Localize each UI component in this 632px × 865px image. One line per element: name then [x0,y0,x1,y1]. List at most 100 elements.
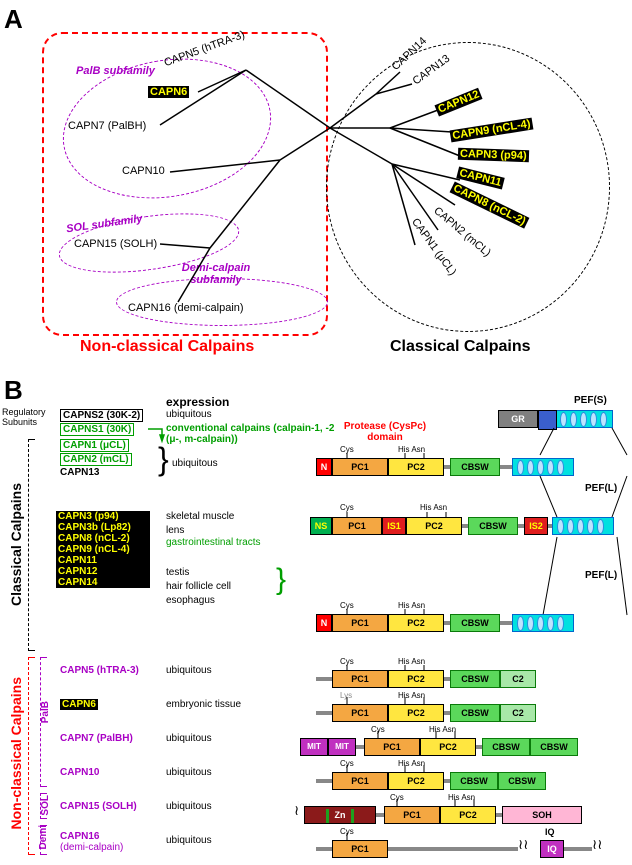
cbsw3t: CBSW [461,618,489,628]
nonclassical-title: Non-classical Calpains [80,338,254,356]
capn15: CAPN15 (SOLH) [60,801,137,812]
is1-t: IS1 [387,521,401,531]
capn3: CAPN3 (p94) [58,511,152,522]
pc115t: PC1 [403,810,421,820]
hisasn2: His Asn [420,503,447,512]
gi-t: gastrointestinal tracts [166,537,261,548]
pc2-1: PC2 [388,458,444,476]
capn16-expr: ubiquitous [166,835,212,846]
capn1-txt: CAPN1 (μCL) [63,440,126,451]
pc110t: PC1 [351,776,369,786]
cys2: Cys [340,503,354,512]
lys6: Lys [340,691,352,700]
capn7-node: CAPN7 (PalBH) [68,120,146,132]
soh-t: SOH [532,810,552,820]
capn16-node: CAPN16 (demi-calpain) [128,302,244,314]
n1: N [316,458,332,476]
pc11t: PC1 [351,462,369,472]
pc215t: PC2 [459,810,477,820]
n3: N [316,614,332,632]
hisasn6: His Asn [398,691,425,700]
pc2-3: PC2 [388,614,444,632]
c25t: C2 [512,674,524,684]
cbsw-10a: CBSW [450,772,498,790]
capn8-expr: gastrointestinal tracts [166,537,261,548]
capn12-expr: hair follicle cell [166,581,231,592]
capn3b-expr: lens [166,525,184,536]
is2: IS2 [524,517,548,535]
classical-title: Classical Calpains [390,338,531,356]
mit1-t: MIT [307,742,321,751]
pc1-15: PC1 [384,806,440,824]
capn11-t: CAPN11 [58,555,97,566]
capn15-expr: ubiquitous [166,801,212,812]
pc16t: PC1 [351,708,369,718]
cbsw7bt: CBSW [540,742,568,752]
mit1: MIT [300,738,328,756]
capn10-expr: ubiquitous [166,767,212,778]
pc1-6: PC1 [332,704,388,722]
pc26t: PC2 [407,708,425,718]
pc12t: PC1 [348,521,366,531]
ns-t: NS [315,521,328,531]
cys1: Cys [340,445,354,454]
pc1-2: PC1 [332,517,382,535]
c2-5: C2 [500,670,536,688]
capn3-hl: CAPN3 (p94) [458,148,529,162]
capn3b-t: CAPN3b (Lp82) [58,522,131,533]
capn2: CAPN2 (mCL) [60,453,132,466]
pc27t: PC2 [439,742,457,752]
pc23t: PC2 [407,618,425,628]
pc25t: PC2 [407,674,425,684]
capn3-t: CAPN3 (p94) [58,511,119,522]
pc2-6: PC2 [388,704,444,722]
zn: Zn [304,806,376,824]
capn3b: CAPN3b (Lp82) [58,522,152,533]
cbsw2t: CBSW [479,521,507,531]
capn1: CAPN1 (μCL) [60,439,129,452]
capn14-expr: esophagus [166,595,215,606]
capn7-expr: ubiquitous [166,733,212,744]
pc2-10: PC2 [388,772,444,790]
pefl-lbl2: PEF(L) [585,570,617,581]
is1: IS1 [382,517,406,535]
capn3-node: CAPN3 (p94) [458,148,529,162]
cbsw-3: CBSW [450,614,500,632]
capn8: CAPN8 (nCL-2) [58,533,152,544]
cys3: Cys [340,601,354,610]
capn7: CAPN7 (PalBH) [60,733,133,744]
soh: SOH [502,806,582,824]
cys5: Cys [340,657,354,666]
hisasn5: His Asn [398,657,425,666]
capn6-hl: CAPN6 [148,86,189,98]
panel-b: B Classical Calpains Non-classical Calpa… [0,375,632,865]
pc210t: PC2 [407,776,425,786]
cbsw-7b: CBSW [530,738,578,756]
capn8-t: CAPN8 (nCL-2) [58,533,130,544]
iq-top: IQ [545,827,555,837]
pc1-16: PC1 [332,840,388,858]
capn14: CAPN14 [58,577,152,588]
capn15-node: CAPN15 (SOLH) [74,238,157,250]
pc1-7: PC1 [364,738,420,756]
pc1-5: PC1 [332,670,388,688]
pc1-1: PC1 [332,458,388,476]
capn12-t: CAPN12 [58,566,97,577]
pc1-10: PC1 [332,772,388,790]
capn5-expr: ubiquitous [166,665,212,676]
capn10-node: CAPN10 [122,165,165,177]
pc22t: PC2 [425,521,443,531]
capn11-expr: testis [166,567,189,578]
cys15: Cys [390,793,404,802]
cbsw-7a: CBSW [482,738,530,756]
capn16: CAPN16(demi-calpain) [60,831,123,853]
hisasn1: His Asn [398,445,425,454]
pc2-2: PC2 [406,517,462,535]
hisasn15: His Asn [448,793,475,802]
svg-text:}: } [158,441,169,477]
capn11: CAPN11 [58,555,152,566]
c2-6: C2 [500,704,536,722]
n3-t: N [321,618,328,628]
cbsw5t: CBSW [461,674,489,684]
hisasn10: His Asn [398,759,425,768]
